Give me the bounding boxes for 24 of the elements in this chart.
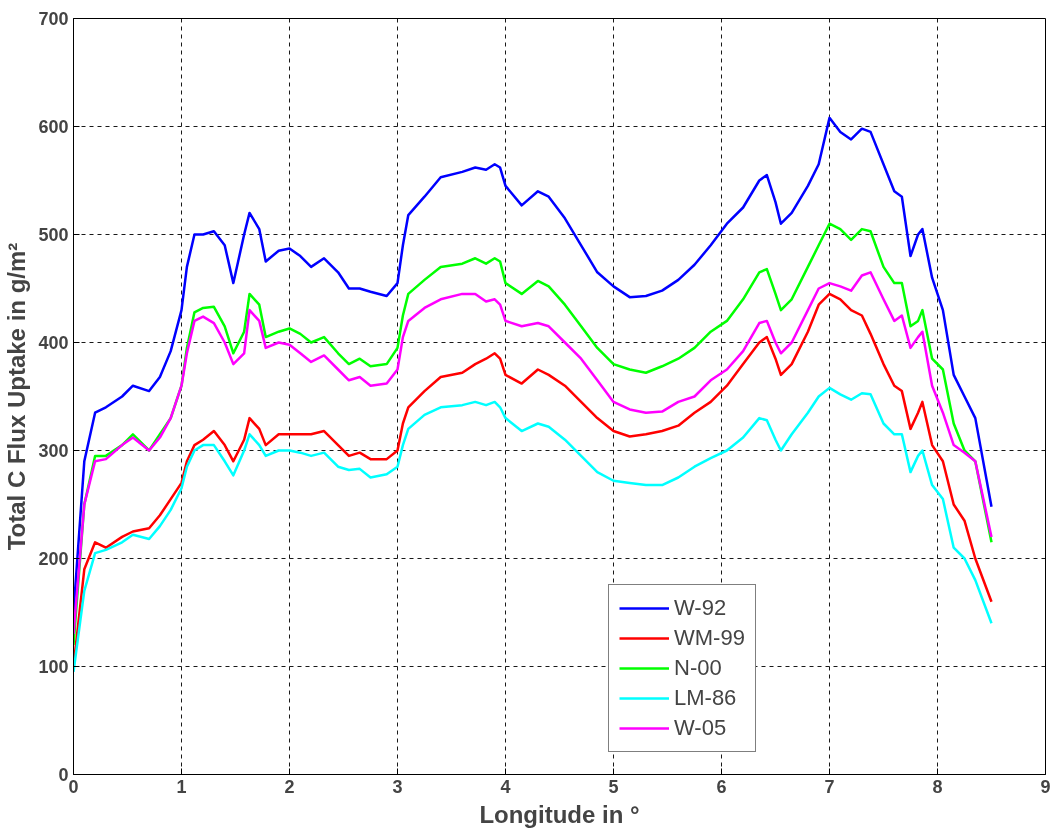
x-tick-label: 3: [392, 776, 403, 797]
y-tick-label: 500: [38, 225, 69, 245]
legend-label: W-05: [674, 715, 727, 741]
legend-label: WM-99: [674, 625, 745, 651]
x-tick-label: 2: [284, 776, 295, 797]
x-tick-label: 7: [824, 776, 835, 797]
legend-label: W-92: [674, 595, 727, 621]
x-tick-label: 8: [932, 776, 943, 797]
x-tick-label: 9: [1040, 776, 1051, 797]
y-tick-label: 300: [38, 441, 69, 461]
y-tick-label: 100: [38, 657, 69, 677]
x-axis-title: Longitude in °: [479, 800, 640, 828]
x-tick-label: 1: [176, 776, 187, 797]
x-tick-label: 6: [716, 776, 727, 797]
y-tick-label: 400: [38, 333, 69, 353]
line-series: [73, 386, 993, 674]
y-tick-label: 700: [38, 9, 69, 29]
y-tick-label: 600: [38, 117, 69, 137]
legend-label: LM-86: [674, 685, 737, 711]
y-axis-title: Total C Flux Uptake in g/m²: [3, 242, 31, 551]
x-tick-label: 4: [500, 776, 511, 797]
y-tick-label: 200: [38, 549, 69, 569]
legend-label: N-00: [674, 655, 722, 681]
x-tick-label: 5: [608, 776, 619, 797]
